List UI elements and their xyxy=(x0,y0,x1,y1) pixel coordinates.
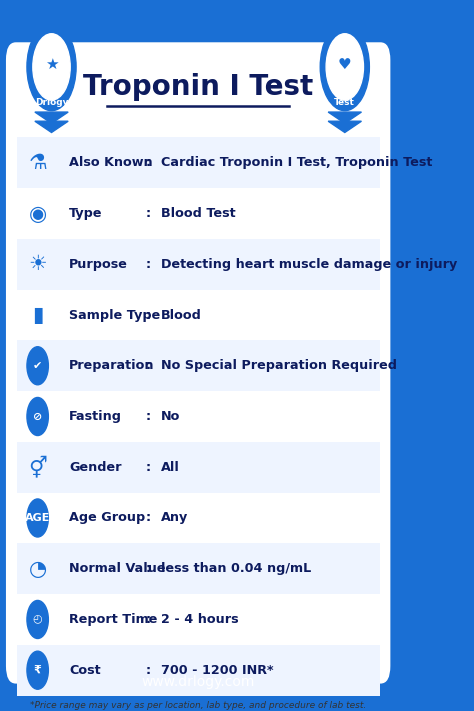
Text: ◴: ◴ xyxy=(33,614,43,624)
Bar xyxy=(17,137,380,188)
Text: :: : xyxy=(146,156,151,169)
Bar xyxy=(17,341,380,391)
Text: ☀: ☀ xyxy=(28,255,47,274)
Polygon shape xyxy=(35,112,68,123)
Text: All: All xyxy=(161,461,179,474)
Bar xyxy=(17,543,380,594)
Text: No: No xyxy=(161,410,180,423)
Bar xyxy=(17,493,380,543)
Text: 700 - 1200 INR*: 700 - 1200 INR* xyxy=(161,663,273,677)
Text: Purpose: Purpose xyxy=(69,258,128,271)
Bar xyxy=(17,594,380,645)
Text: Blood: Blood xyxy=(161,309,201,321)
Text: Age Group: Age Group xyxy=(69,511,146,525)
Text: Gender: Gender xyxy=(69,461,122,474)
Text: No Special Preparation Required: No Special Preparation Required xyxy=(161,359,397,373)
Text: ◉: ◉ xyxy=(28,203,47,223)
Circle shape xyxy=(326,33,364,100)
Bar xyxy=(17,645,380,695)
Text: Normal Value: Normal Value xyxy=(69,562,166,575)
Text: :: : xyxy=(146,359,151,373)
Bar xyxy=(17,239,380,289)
Circle shape xyxy=(27,600,48,638)
Text: Preparation: Preparation xyxy=(69,359,155,373)
FancyBboxPatch shape xyxy=(6,42,391,683)
Text: :: : xyxy=(146,410,151,423)
Text: Blood Test: Blood Test xyxy=(161,207,235,220)
Circle shape xyxy=(27,499,48,537)
Text: :: : xyxy=(146,207,151,220)
Bar xyxy=(17,391,380,442)
Text: less than 0.04 ng/mL: less than 0.04 ng/mL xyxy=(161,562,311,575)
Text: Type: Type xyxy=(69,207,103,220)
Text: Report Time: Report Time xyxy=(69,613,158,626)
Text: ⚗: ⚗ xyxy=(28,153,47,173)
Polygon shape xyxy=(328,121,362,132)
Circle shape xyxy=(33,33,70,100)
Bar xyxy=(17,289,380,341)
Text: ⚥: ⚥ xyxy=(28,456,47,479)
Text: 2 - 4 hours: 2 - 4 hours xyxy=(161,613,238,626)
Text: ♥: ♥ xyxy=(338,57,352,72)
Text: Troponin I Test: Troponin I Test xyxy=(83,73,313,101)
Text: :: : xyxy=(146,309,151,321)
Bar xyxy=(17,442,380,493)
Text: :: : xyxy=(146,511,151,525)
Text: :: : xyxy=(146,562,151,575)
Text: Drlogy: Drlogy xyxy=(35,97,68,107)
Text: www.drlogy.com: www.drlogy.com xyxy=(141,675,255,689)
Circle shape xyxy=(320,23,369,111)
Text: :: : xyxy=(146,258,151,271)
Text: Cardiac Troponin I Test, Troponin Test: Cardiac Troponin I Test, Troponin Test xyxy=(161,156,432,169)
Text: :: : xyxy=(146,461,151,474)
Text: AGE: AGE xyxy=(25,513,50,523)
Text: *Price range may vary as per location, lab type, and procedure of lab test.: *Price range may vary as per location, l… xyxy=(30,701,366,710)
Text: :: : xyxy=(146,613,151,626)
Circle shape xyxy=(27,651,48,689)
Text: ⊘: ⊘ xyxy=(33,412,42,422)
Text: Any: Any xyxy=(161,511,188,525)
Text: ₹: ₹ xyxy=(34,665,42,675)
Text: Test: Test xyxy=(334,97,355,107)
Text: :: : xyxy=(146,663,151,677)
Text: Cost: Cost xyxy=(69,663,101,677)
Text: ✔: ✔ xyxy=(33,360,42,370)
Text: Fasting: Fasting xyxy=(69,410,122,423)
Text: ★: ★ xyxy=(45,57,58,72)
Bar xyxy=(17,188,380,239)
Polygon shape xyxy=(35,121,68,132)
Text: Detecting heart muscle damage or injury: Detecting heart muscle damage or injury xyxy=(161,258,457,271)
Circle shape xyxy=(27,347,48,385)
Circle shape xyxy=(27,23,76,111)
Polygon shape xyxy=(328,112,362,123)
Text: ▮: ▮ xyxy=(32,305,44,325)
Text: ◔: ◔ xyxy=(28,559,47,579)
Circle shape xyxy=(27,397,48,436)
Text: Also Known: Also Known xyxy=(69,156,153,169)
Text: Sample Type: Sample Type xyxy=(69,309,161,321)
